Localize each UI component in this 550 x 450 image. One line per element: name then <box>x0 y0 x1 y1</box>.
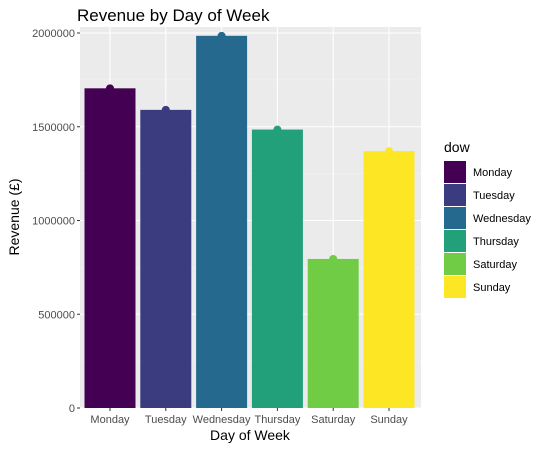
bar-point-wednesday <box>217 31 226 40</box>
legend-label-tuesday: Tuesday <box>473 190 515 202</box>
bar-point-saturday <box>329 254 338 263</box>
legend-key-sunday <box>444 276 466 298</box>
bar-saturday <box>307 258 359 408</box>
x-axis-title: Day of Week <box>210 427 291 443</box>
bar-point-tuesday <box>161 105 170 114</box>
legend-key-wednesday <box>444 207 466 229</box>
legend-label-sunday: Sunday <box>473 282 511 294</box>
bar-thursday <box>251 129 303 408</box>
y-tick-label: 2000000 <box>32 28 75 40</box>
legend-title: dow <box>444 139 471 155</box>
legend-label-monday: Monday <box>473 167 513 179</box>
bar-tuesday <box>140 109 192 408</box>
legend-key-thursday <box>444 230 466 252</box>
legend-label-saturday: Saturday <box>473 259 518 271</box>
legend-items: Monday Tuesday Wednesday Thursday Saturday Su… <box>444 161 531 298</box>
x-tick-label: Saturday <box>311 414 356 426</box>
bar-point-thursday <box>273 125 282 134</box>
legend: dow Monday Tuesday Wednesday Thursday Saturd… <box>444 139 531 298</box>
legend-key-monday <box>444 161 466 183</box>
legend-key-tuesday <box>444 184 466 206</box>
y-tick-label: 0 <box>69 403 75 415</box>
legend-label-thursday: Thursday <box>473 236 519 248</box>
chart-title: Revenue by Day of Week <box>77 6 270 25</box>
bar-sunday <box>363 151 415 408</box>
bar-wednesday <box>196 35 248 408</box>
y-tick-label: 1000000 <box>32 216 75 228</box>
y-tick-label: 500000 <box>38 309 75 321</box>
y-tick-label: 1500000 <box>32 122 75 134</box>
x-axis-ticks: Monday Tuesday Wednesday Thursday Saturday Su… <box>90 408 408 426</box>
x-tick-label: Tuesday <box>145 414 187 426</box>
legend-label-wednesday: Wednesday <box>473 213 531 225</box>
bar-monday <box>84 88 136 408</box>
bar-point-sunday <box>385 147 393 156</box>
bars <box>84 31 415 408</box>
y-axis-title: Revenue (£) <box>6 178 22 255</box>
legend-key-saturday <box>444 253 466 275</box>
x-tick-label: Monday <box>90 414 130 426</box>
x-tick-label: Wednesday <box>193 414 251 426</box>
bar-point-monday <box>106 84 114 93</box>
x-tick-label: Thursday <box>254 414 300 426</box>
x-tick-label: Sunday <box>370 414 408 426</box>
y-axis-ticks: 0 500000 1000000 1500000 2000000 <box>32 28 80 415</box>
